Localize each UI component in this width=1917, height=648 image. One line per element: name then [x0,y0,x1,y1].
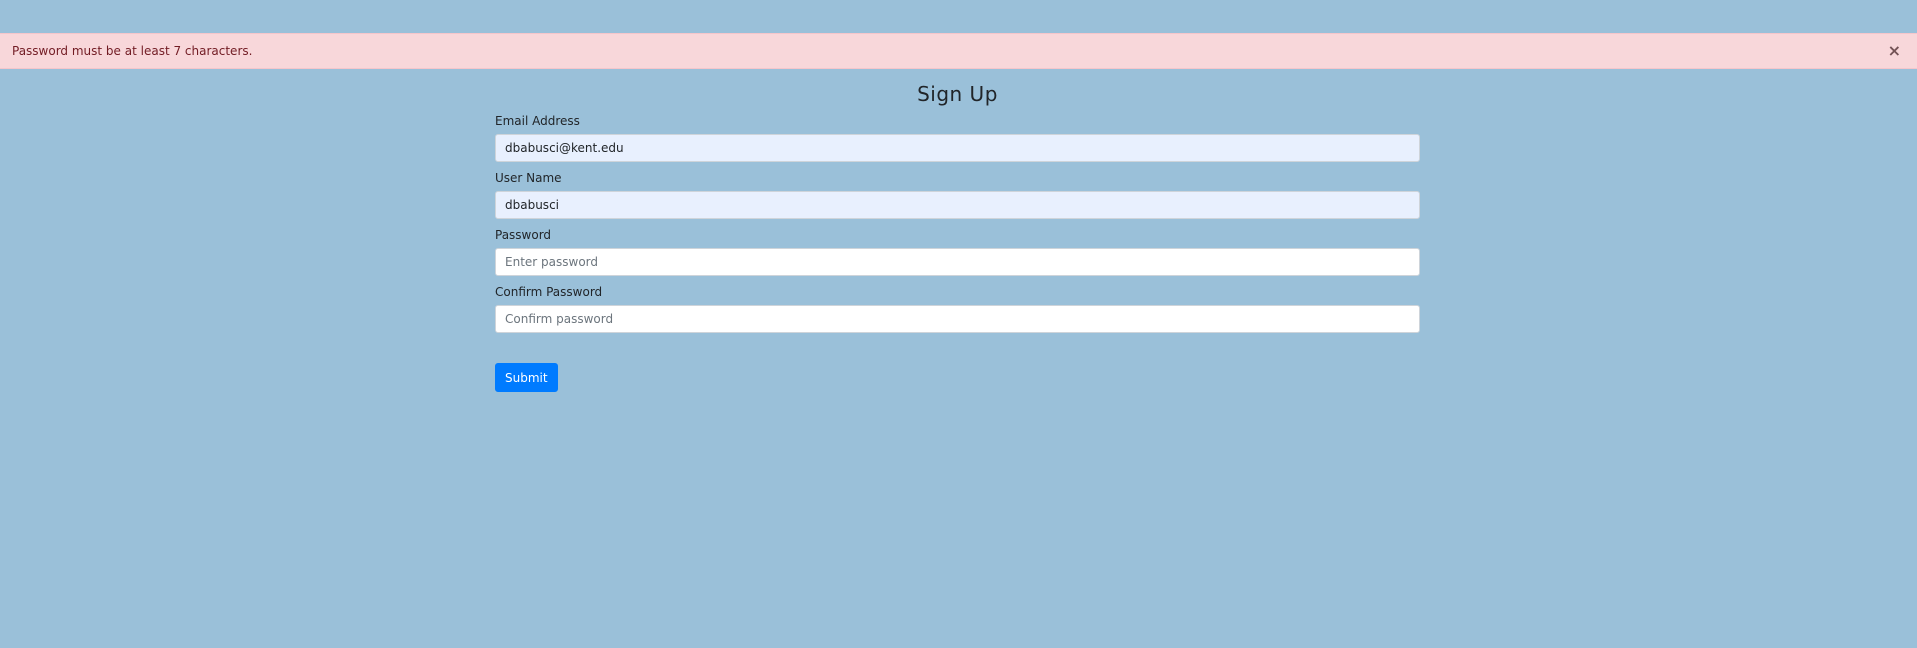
password-label: Password [495,228,552,242]
signup-form: Sign Up Email Address User Name Password… [495,80,1420,392]
confirm-password-label: Confirm Password [495,285,603,299]
username-group: User Name [495,171,1420,219]
confirm-password-group: Confirm Password [495,285,1420,333]
submit-button[interactable]: Submit [495,363,558,392]
close-icon[interactable]: × [1887,41,1901,60]
email-group: Email Address [495,114,1420,162]
email-label: Email Address [495,114,580,128]
email-input[interactable] [495,134,1420,162]
password-input[interactable] [495,248,1420,276]
password-group: Password [495,228,1420,276]
alert-message: Password must be at least 7 characters. [12,44,253,58]
confirm-password-input[interactable] [495,305,1420,333]
page-title: Sign Up [917,82,998,106]
error-alert: Password must be at least 7 characters. … [0,33,1917,69]
username-label: User Name [495,171,562,185]
username-input[interactable] [495,191,1420,219]
